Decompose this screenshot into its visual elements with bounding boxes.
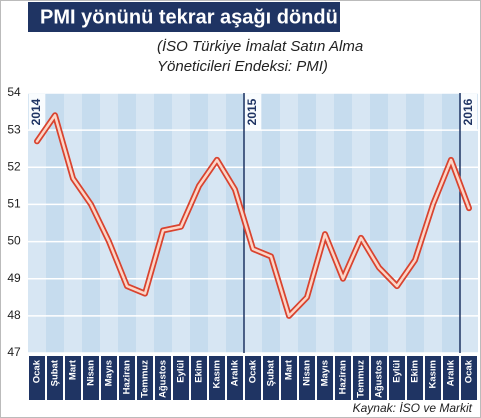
x-label-box bbox=[137, 356, 153, 400]
x-label-box bbox=[227, 356, 243, 400]
x-tick-label: Temmuz bbox=[140, 360, 151, 398]
x-tick-label: Nisan bbox=[86, 360, 97, 386]
x-tick-label: Eylül bbox=[392, 360, 403, 383]
x-tick-label: Haziran bbox=[338, 360, 349, 395]
y-tick-label: 54 bbox=[7, 85, 21, 99]
subtitle: (İSO Türkiye İmalat Satın Alma bbox=[157, 38, 363, 55]
x-label-box bbox=[425, 356, 441, 400]
x-label-box bbox=[245, 356, 261, 400]
source: Kaynak: İSO ve Markit bbox=[353, 401, 473, 415]
x-label-box bbox=[335, 356, 351, 400]
x-label-box bbox=[317, 356, 333, 400]
x-tick-label: Ağustos bbox=[158, 360, 169, 398]
stripe bbox=[280, 93, 298, 353]
y-tick-label: 48 bbox=[7, 308, 21, 322]
y-tick-label: 51 bbox=[7, 197, 21, 211]
stripe bbox=[424, 93, 442, 353]
x-tick-label: Şubat bbox=[50, 359, 61, 386]
subtitle: Yöneticileri Endeksi: PMI) bbox=[157, 58, 328, 75]
x-label-box bbox=[443, 356, 459, 400]
stripe bbox=[460, 93, 478, 353]
x-label-box bbox=[173, 356, 189, 400]
stripe bbox=[244, 93, 262, 353]
x-tick-label: Ekim bbox=[410, 360, 421, 383]
y-tick-label: 49 bbox=[7, 271, 21, 285]
stripe bbox=[100, 93, 118, 353]
x-tick-label: Mayıs bbox=[320, 360, 331, 386]
stripe bbox=[352, 93, 370, 353]
x-tick-label: Mart bbox=[284, 359, 295, 380]
x-tick-label: Ekim bbox=[194, 360, 205, 383]
x-tick-label: Eylül bbox=[176, 360, 187, 383]
x-tick-label: Aralık bbox=[230, 359, 241, 386]
x-label-box bbox=[407, 356, 423, 400]
year-box bbox=[461, 94, 477, 130]
stripe bbox=[388, 93, 406, 353]
x-label-box bbox=[83, 356, 99, 400]
x-tick-label: Nisan bbox=[302, 360, 313, 386]
x-tick-label: Ocak bbox=[464, 359, 475, 383]
x-label-box bbox=[209, 356, 225, 400]
y-tick-label: 52 bbox=[7, 159, 21, 173]
x-label-box bbox=[461, 356, 477, 400]
x-label-box bbox=[353, 356, 369, 400]
year-box bbox=[245, 94, 261, 130]
x-tick-label: Mart bbox=[68, 359, 79, 380]
x-label-box bbox=[119, 356, 135, 400]
x-tick-label: Haziran bbox=[122, 360, 133, 395]
stripe bbox=[136, 93, 154, 353]
x-label-box bbox=[29, 356, 45, 400]
x-tick-label: Mayıs bbox=[104, 360, 115, 386]
x-tick-label: Ocak bbox=[248, 359, 259, 383]
year-box bbox=[29, 94, 45, 130]
x-tick-label: Ocak bbox=[32, 359, 43, 383]
x-label-box bbox=[299, 356, 315, 400]
x-tick-label: Şubat bbox=[266, 359, 277, 386]
x-label-box bbox=[191, 356, 207, 400]
title-box bbox=[28, 2, 340, 32]
stripe bbox=[28, 93, 46, 353]
year-label: 2016 bbox=[461, 98, 475, 125]
x-tick-label: Temmuz bbox=[356, 360, 367, 398]
year-label: 2015 bbox=[245, 98, 259, 125]
x-label-box bbox=[389, 356, 405, 400]
x-label-box bbox=[155, 356, 171, 400]
x-label-box bbox=[263, 356, 279, 400]
x-tick-label: Kasım bbox=[212, 360, 223, 389]
x-label-box bbox=[47, 356, 63, 400]
x-tick-label: Kasım bbox=[428, 360, 439, 389]
stripe bbox=[316, 93, 334, 353]
y-tick-label: 53 bbox=[7, 122, 21, 136]
stripe bbox=[208, 93, 226, 353]
y-tick-label: 47 bbox=[7, 345, 21, 359]
line bbox=[35, 114, 471, 318]
chart-title: PMI yönünü tekrar aşağı döndü bbox=[40, 6, 338, 28]
x-label-box bbox=[371, 356, 387, 400]
x-tick-label: Ağustos bbox=[374, 360, 385, 398]
stripe bbox=[64, 93, 82, 353]
x-label-box bbox=[281, 356, 297, 400]
year-label: 2014 bbox=[29, 98, 43, 125]
x-label-box bbox=[65, 356, 81, 400]
x-tick-label: Aralık bbox=[446, 359, 457, 386]
x-label-box bbox=[101, 356, 117, 400]
y-tick-label: 50 bbox=[7, 234, 21, 248]
